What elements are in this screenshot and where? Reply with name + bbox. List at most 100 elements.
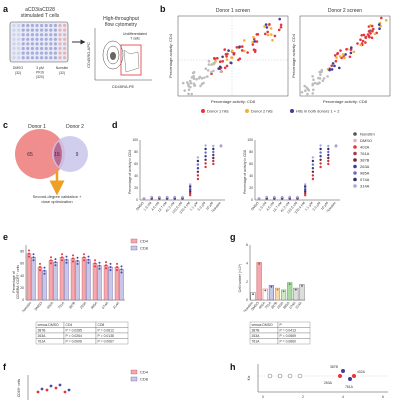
e-point — [39, 269, 41, 272]
g-bar — [268, 285, 274, 301]
d-ytick: 100 — [247, 138, 253, 142]
d-point — [334, 144, 338, 148]
plate-well — [26, 46, 30, 51]
legend-donor2-dot — [245, 109, 249, 113]
well-plate — [9, 21, 69, 63]
e-table-text: CD8 — [98, 323, 105, 327]
e-point — [87, 258, 90, 261]
g-xtick: 387B — [270, 301, 279, 310]
legend-donor2: Donor 2 hits — [251, 109, 273, 114]
d-legend-label: Nonstim — [360, 131, 375, 136]
scatter-point — [336, 52, 339, 56]
g-xtick: 985A — [282, 301, 291, 310]
d-legend-label: 263A — [360, 164, 370, 169]
d-xtick: 1.5 nM — [258, 201, 268, 212]
e-point — [83, 259, 85, 262]
scatter-point — [263, 25, 266, 28]
b-ylabel: Percentage activity: CD4 — [168, 33, 173, 78]
h-chart: 0 2 4 6 387B 402A 263A 761A — [257, 364, 388, 399]
plate-well — [17, 56, 21, 60]
d-xtick: 41.2 nM — [165, 201, 176, 213]
d-point — [150, 195, 153, 199]
plate-well — [26, 37, 30, 41]
d-ytick: 0 — [136, 198, 138, 202]
plate-well — [35, 46, 39, 51]
scatter-point — [266, 33, 270, 37]
e-bar-cd4 — [70, 258, 76, 301]
scatter-point — [367, 30, 371, 33]
d-point — [327, 144, 330, 148]
scatter-point — [319, 73, 322, 76]
plate-well — [63, 28, 67, 32]
plate-well — [53, 28, 58, 32]
scatter-point — [195, 78, 198, 81]
g-bar — [275, 287, 281, 301]
plate-well — [35, 23, 39, 28]
plate-well — [63, 37, 67, 41]
scatter-point — [361, 39, 365, 43]
scatter-point — [241, 45, 244, 48]
d-ylabel-right: Percentage of activity in CD8 — [243, 150, 247, 194]
scatter-point — [372, 27, 375, 31]
scatter-point — [223, 48, 226, 51]
scatter-point — [279, 23, 283, 27]
plate-well — [53, 42, 58, 46]
plate-well — [26, 51, 30, 55]
d-ytick: 60 — [249, 162, 253, 166]
e-point — [98, 264, 101, 267]
d-point — [257, 197, 261, 200]
scatter-point — [213, 57, 216, 61]
d-point — [189, 183, 192, 186]
scatter-point — [311, 75, 314, 78]
g-bar — [293, 287, 299, 301]
plate-well — [12, 56, 16, 60]
e-point — [28, 252, 30, 255]
g-table-text: 387B — [252, 329, 261, 333]
group-pkis: 3 μM PKIS — [36, 66, 44, 75]
scatter-point — [189, 81, 193, 85]
d-ytick: 80 — [134, 150, 138, 154]
venn-donor1-label: Donor 1 — [28, 124, 46, 130]
h-xtick: 6 — [382, 395, 384, 399]
plate-well — [12, 28, 16, 32]
e-xtick: 387B — [68, 301, 77, 310]
e-point — [76, 256, 79, 259]
h-xtick: 2 — [302, 395, 304, 399]
scatter-point — [326, 75, 329, 78]
plate-well — [58, 37, 62, 41]
d-ytick: 20 — [249, 186, 253, 190]
scatter-point — [313, 81, 317, 85]
scatter-point — [366, 33, 370, 36]
panel-label-b: b — [160, 4, 166, 14]
e-table-cell — [95, 338, 129, 345]
g-bar — [299, 284, 305, 301]
scatter-point — [345, 48, 348, 51]
legend-cd4: CD4 — [140, 239, 149, 244]
d-point — [189, 188, 192, 191]
d-legend-dot — [353, 171, 357, 175]
flow-plot: Undifferentiated T cells — [94, 28, 152, 81]
d-point — [327, 147, 330, 151]
e-table-text: P = 0.0264 — [66, 334, 83, 338]
d-point — [196, 174, 200, 177]
d-point — [212, 153, 215, 157]
scatter-point — [378, 27, 381, 31]
scatter-point — [384, 19, 388, 22]
d-point — [304, 186, 307, 190]
plate-well — [35, 56, 39, 60]
scatter-point — [253, 50, 257, 53]
plate-well — [21, 46, 25, 51]
scatter-point — [188, 79, 192, 83]
plate-well — [58, 42, 62, 46]
d-point — [311, 159, 315, 163]
plate-well — [53, 33, 58, 37]
d-point — [304, 190, 307, 193]
plate-well — [49, 51, 53, 55]
scatter-point — [225, 58, 229, 61]
scatter-point — [271, 38, 274, 42]
plate-well — [17, 28, 21, 32]
scatter-point — [221, 60, 224, 63]
plate-well — [40, 37, 44, 41]
e-table-text: 387B — [38, 329, 47, 333]
